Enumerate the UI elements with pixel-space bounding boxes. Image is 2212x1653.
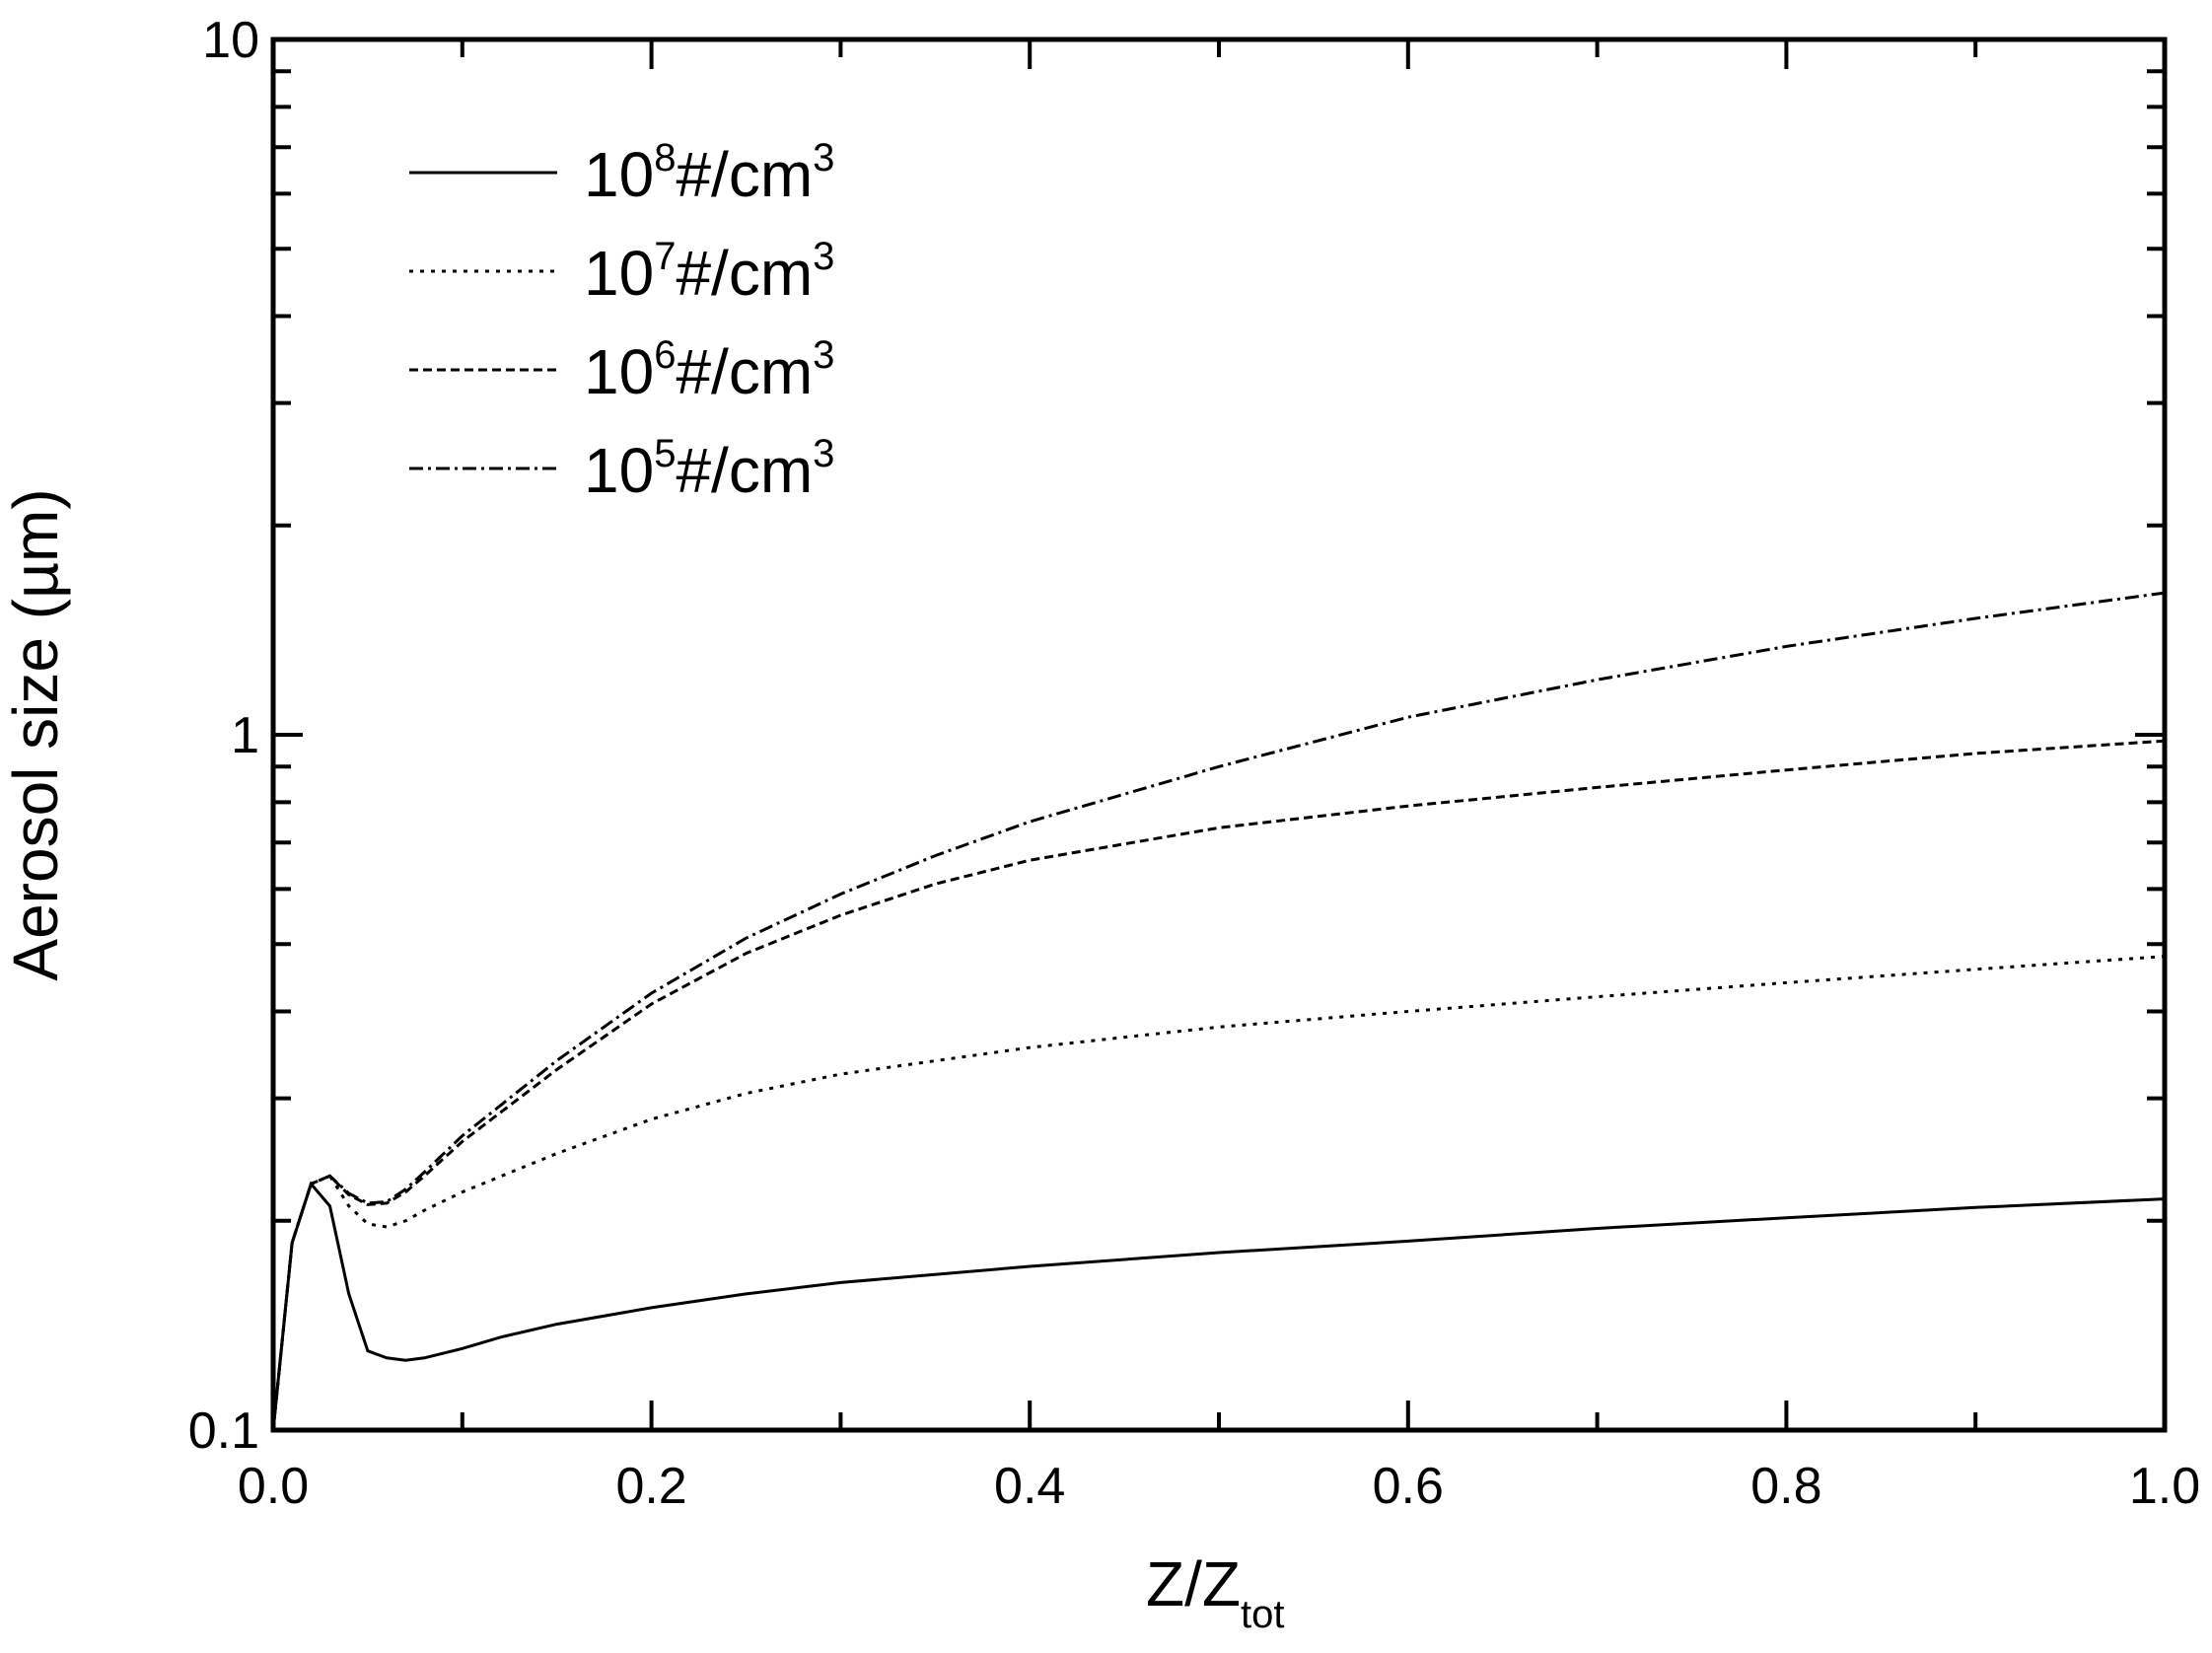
legend-label-3: 106#/cm3 xyxy=(584,333,834,407)
x-tick-label: 0.6 xyxy=(1373,1458,1444,1515)
legend-label-4: 105#/cm3 xyxy=(584,432,834,506)
legend-label-1: 108#/cm3 xyxy=(584,136,834,210)
x-tick-label: 0.4 xyxy=(994,1458,1065,1515)
x-tick-label: 1.0 xyxy=(2129,1458,2200,1515)
x-tick-label: 0.2 xyxy=(615,1458,686,1515)
series-lines xyxy=(271,591,2166,1431)
y-tick-label: 10 xyxy=(202,12,259,69)
y-tick-label: 0.1 xyxy=(188,1402,259,1460)
series-line-1 xyxy=(271,1181,2166,1431)
plot-frame xyxy=(270,36,2168,1433)
tick-labels: 0.0 0.2 0.4 0.6 0.8 1.0 0.1 1 10 xyxy=(188,12,2200,1515)
series-line-4 xyxy=(271,591,2166,1431)
legend: 108#/cm3 107#/cm3 106#/cm3 105#/cm3 xyxy=(409,136,834,506)
legend-label-2: 107#/cm3 xyxy=(584,235,834,309)
y-tick-label: 1 xyxy=(231,707,259,764)
x-tick-label: 0.0 xyxy=(238,1458,309,1515)
series-line-2 xyxy=(271,955,2166,1431)
x-tick-label: 0.8 xyxy=(1750,1458,1821,1515)
y-axis-title: Aerosol size (µm) xyxy=(0,488,71,980)
series-line-3 xyxy=(271,739,2166,1431)
x-axis-title-subscript: tot xyxy=(1241,1593,1284,1636)
x-axis-title: Z/Ztot xyxy=(1146,1548,1284,1636)
